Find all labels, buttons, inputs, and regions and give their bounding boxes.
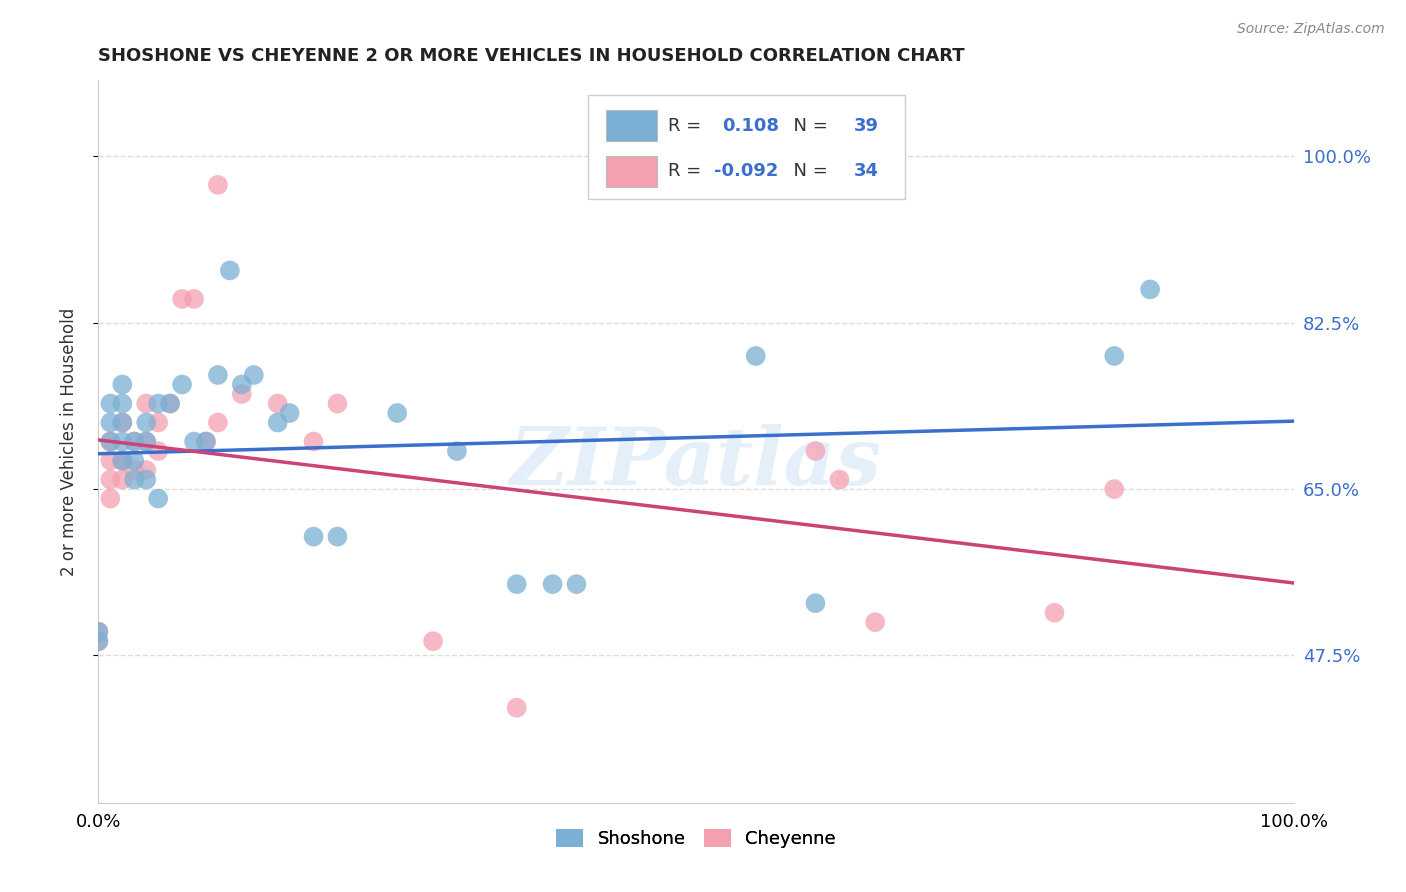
Point	[231, 387, 253, 401]
Point	[124, 434, 146, 449]
Point	[267, 416, 290, 430]
Point	[159, 396, 181, 410]
Point	[124, 434, 146, 449]
Point	[111, 453, 134, 467]
Point	[302, 530, 325, 544]
Point	[135, 434, 157, 449]
Point	[87, 624, 110, 639]
Text: -0.092: -0.092	[714, 162, 779, 180]
Point	[111, 396, 134, 410]
Point	[98, 434, 122, 449]
Text: ZIPatlas: ZIPatlas	[510, 425, 882, 502]
Point	[98, 453, 122, 467]
Point	[565, 577, 588, 591]
Point	[111, 377, 134, 392]
FancyBboxPatch shape	[589, 95, 905, 200]
Point	[111, 453, 134, 467]
Y-axis label: 2 or more Vehicles in Household: 2 or more Vehicles in Household	[59, 308, 77, 575]
Point	[278, 406, 301, 420]
Text: 39: 39	[853, 117, 879, 135]
Point	[135, 416, 157, 430]
Point	[541, 577, 564, 591]
Point	[98, 491, 122, 506]
Point	[506, 577, 529, 591]
Point	[183, 292, 205, 306]
Point	[243, 368, 266, 382]
Point	[1043, 606, 1066, 620]
Legend: Shoshone, Cheyenne: Shoshone, Cheyenne	[548, 822, 844, 855]
Point	[172, 292, 194, 306]
Point	[804, 444, 827, 458]
Point	[267, 396, 290, 410]
Point	[446, 444, 468, 458]
Point	[828, 473, 851, 487]
Text: R =: R =	[668, 162, 707, 180]
Point	[111, 473, 134, 487]
Point	[302, 434, 325, 449]
Text: N =: N =	[782, 162, 834, 180]
Point	[195, 434, 218, 449]
FancyBboxPatch shape	[606, 156, 657, 186]
Point	[422, 634, 444, 648]
Text: 0.108: 0.108	[723, 117, 779, 135]
Text: R =: R =	[668, 117, 713, 135]
Point	[159, 396, 181, 410]
Point	[506, 700, 529, 714]
Point	[98, 416, 122, 430]
Point	[111, 416, 134, 430]
Point	[111, 453, 134, 467]
Point	[195, 434, 218, 449]
Point	[865, 615, 887, 630]
Text: Source: ZipAtlas.com: Source: ZipAtlas.com	[1237, 22, 1385, 37]
Point	[98, 434, 122, 449]
Point	[148, 416, 170, 430]
Point	[148, 396, 170, 410]
Point	[745, 349, 768, 363]
Point	[87, 634, 110, 648]
Text: N =: N =	[782, 117, 834, 135]
Point	[87, 634, 110, 648]
Point	[135, 473, 157, 487]
Point	[326, 396, 349, 410]
Point	[148, 444, 170, 458]
Point	[172, 377, 194, 392]
Point	[124, 463, 146, 477]
Point	[207, 178, 229, 192]
Point	[219, 263, 242, 277]
Point	[1104, 349, 1126, 363]
Point	[111, 434, 134, 449]
Point	[135, 434, 157, 449]
Point	[87, 624, 110, 639]
Point	[385, 406, 409, 420]
Point	[326, 530, 349, 544]
Point	[98, 396, 122, 410]
Point	[183, 434, 205, 449]
Point	[98, 473, 122, 487]
Point	[135, 463, 157, 477]
Point	[124, 473, 146, 487]
Text: 34: 34	[853, 162, 879, 180]
Text: SHOSHONE VS CHEYENNE 2 OR MORE VEHICLES IN HOUSEHOLD CORRELATION CHART: SHOSHONE VS CHEYENNE 2 OR MORE VEHICLES …	[98, 47, 965, 65]
Point	[804, 596, 827, 610]
Point	[207, 368, 229, 382]
Point	[1139, 282, 1161, 296]
Point	[111, 416, 134, 430]
FancyBboxPatch shape	[606, 111, 657, 141]
Point	[148, 491, 170, 506]
Point	[124, 453, 146, 467]
Point	[207, 416, 229, 430]
Point	[1104, 482, 1126, 496]
Point	[135, 396, 157, 410]
Point	[231, 377, 253, 392]
